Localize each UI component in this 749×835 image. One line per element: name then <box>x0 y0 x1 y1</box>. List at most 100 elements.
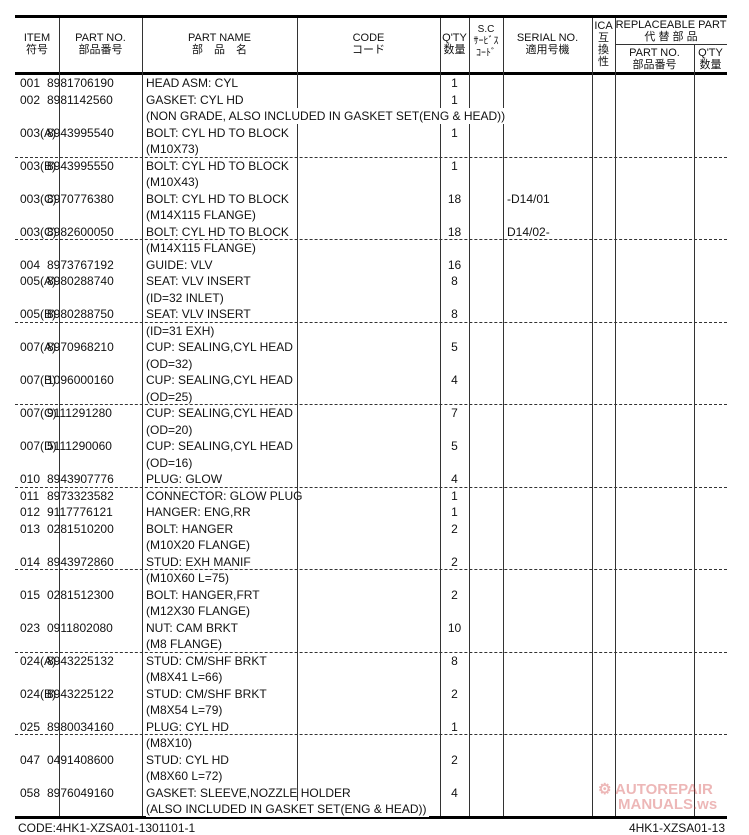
part-name: SEAT: VLV INSERT <box>146 274 251 288</box>
table-row: 007(C) 9111291280 CUP: SEALING,CYL HEAD 7 <box>0 405 749 421</box>
header-part-name: PART NAME 部 品 名 <box>188 32 251 56</box>
part-name: HEAD ASM: CYL <box>146 76 239 90</box>
table-row: 003(B) 8943995550 BOLT: CYL HD TO BLOCK 1 <box>0 158 749 174</box>
item-number: 011 <box>20 488 40 503</box>
item-number: 024(A) <box>20 653 57 668</box>
part-name: (M8X10) <box>146 736 193 750</box>
part-name: BOLT: HANGER,FRT <box>146 587 260 602</box>
quantity: 1 <box>451 719 458 734</box>
item-number: 005(A) <box>20 274 57 288</box>
quantity: 10 <box>447 620 462 635</box>
part-name: (OD=32) <box>146 356 193 371</box>
part-name: BOLT: CYL HD TO BLOCK <box>146 158 289 173</box>
table-row-continuation: (M14X115 FLANGE) <box>0 207 749 223</box>
part-name: (M14X115 FLANGE) <box>146 241 256 255</box>
item-number: 010 <box>20 472 41 486</box>
part-name: (M8X41 L=66) <box>146 670 223 684</box>
col-divider <box>694 44 695 816</box>
part-name: (ALSO INCLUDED IN GASKET SET(ENG & HEAD)… <box>146 801 429 817</box>
part-name: CUP: SEALING,CYL HEAD <box>146 373 293 387</box>
part-name: STUD: CM/SHF BRKT <box>146 653 267 668</box>
quantity: 1 <box>451 92 458 107</box>
part-name: (M8X54 L=79) <box>146 703 223 717</box>
table-row: 058 8976049160 GASKET: SLEEVE,NOZZLE HOLDE… <box>0 785 749 801</box>
part-name: STUD: CYL HD <box>146 752 229 767</box>
item-number: 024(B) <box>20 686 57 701</box>
part-name: (ID=31 EXH) <box>146 323 215 338</box>
table-row: 015 0281512300 BOLT: HANGER,FRT 2 <box>0 587 749 603</box>
quantity: 8 <box>451 653 458 668</box>
quantity: 1 <box>451 505 458 519</box>
part-number: 8982600050 <box>47 224 114 239</box>
bottom-rule <box>15 816 727 819</box>
table-row-continuation: (M10X20 FLANGE) <box>0 537 749 553</box>
part-name: (ID=32 INLET) <box>146 290 224 305</box>
table-row-continuation: (OD=20) <box>0 422 749 438</box>
part-number: 8943225122 <box>47 686 114 701</box>
table-row: 005(B) 8980288750 SEAT: VLV INSERT 8 <box>0 306 749 322</box>
table-row-continuation: (ID=31 EXH) <box>0 323 749 339</box>
header-serial: SERIAL NO. 適用号機 <box>516 32 579 56</box>
col-divider <box>615 18 616 816</box>
item-number: 004 <box>20 257 41 272</box>
item-number: 023 <box>20 620 41 635</box>
item-number: 012 <box>20 505 41 519</box>
table-row: 001 8981706190 HEAD ASM: CYL 1 <box>0 75 749 91</box>
part-number: 1096000160 <box>47 373 114 387</box>
item-number: 047 <box>20 752 41 767</box>
part-name: NUT: CAM BRKT <box>146 620 239 635</box>
part-number: 8973767192 <box>47 257 114 272</box>
quantity: 2 <box>451 752 458 767</box>
part-number: 8981706190 <box>47 76 114 90</box>
item-number: 007(C) <box>20 406 57 420</box>
table-row-continuation: (M8X60 L=72) <box>0 768 749 784</box>
table-row: 023 0911802080 NUT: CAM BRKT 10 <box>0 620 749 636</box>
table-row: 014 8943972860 STUD: EXH MANIF 2 <box>0 554 749 570</box>
serial-number: -D14/01 <box>507 191 550 206</box>
table-row: 024(B) 8943225122 STUD: CM/SHF BRKT 2 <box>0 686 749 702</box>
part-name: (M10X43) <box>146 175 199 189</box>
table-row-continuation: (ID=32 INLET) <box>0 290 749 306</box>
part-name: (OD=16) <box>146 455 193 470</box>
part-number: 9117776121 <box>47 505 113 519</box>
part-name: CUP: SEALING,CYL HEAD <box>146 340 293 354</box>
table-row: 007(A) 8970968210 CUP: SEALING,CYL HEAD 5 <box>0 339 749 355</box>
item-number: 003(C) <box>20 191 57 206</box>
part-name: PLUG: CYL HD <box>146 719 229 734</box>
part-name: GASKET: CYL HD <box>146 92 244 107</box>
serial-number: D14/02- <box>507 224 550 239</box>
header-qty: Q'TY 数量 <box>442 32 467 56</box>
quantity: 5 <box>451 340 458 354</box>
part-name: BOLT: HANGER <box>146 521 234 536</box>
quantity: 2 <box>451 686 458 701</box>
item-number: 002 <box>20 92 41 107</box>
part-number: 8943907776 <box>47 472 114 486</box>
table-row-continuation: (OD=25) <box>0 389 749 405</box>
table-row: 004 8973767192 GUIDE: VLV 16 <box>0 257 749 273</box>
item-number: 014 <box>20 554 41 569</box>
header-sc: S.C ｻｰﾋﾞｽ ｺｰﾄﾞ <box>473 24 499 59</box>
header-replaceable: REPLACEABLE PART 代 替 部 品 <box>615 19 727 43</box>
group-separator <box>15 239 727 240</box>
item-number: 003(B) <box>20 158 57 173</box>
part-number: 8980288740 <box>47 274 114 288</box>
part-number: 8970968210 <box>47 340 114 354</box>
table-row-continuation: (M10X43) <box>0 174 749 190</box>
quantity: 8 <box>451 274 458 288</box>
item-number: 001 <box>20 76 41 90</box>
col-divider <box>142 18 143 816</box>
table-row-continuation: (OD=32) <box>0 356 749 372</box>
item-number: 003(C) <box>20 224 57 239</box>
part-name: STUD: EXH MANIF <box>146 554 251 569</box>
part-number: 8970776380 <box>47 191 114 206</box>
part-number: 0281510200 <box>47 521 114 536</box>
part-number: 8981142560 <box>47 92 113 107</box>
header-ica: ICA 互換性 <box>594 20 613 68</box>
part-name: BOLT: CYL HD TO BLOCK <box>146 191 289 206</box>
table-row: 007(B) 1096000160 CUP: SEALING,CYL HEAD 4 <box>0 372 749 388</box>
col-divider <box>592 18 593 816</box>
table-row-continuation: (M8X54 L=79) <box>0 702 749 718</box>
part-name: (M10X60 L=75) <box>146 571 230 585</box>
part-name: HANGER: ENG,RR <box>146 505 251 519</box>
item-number: 007(D) <box>20 439 57 453</box>
